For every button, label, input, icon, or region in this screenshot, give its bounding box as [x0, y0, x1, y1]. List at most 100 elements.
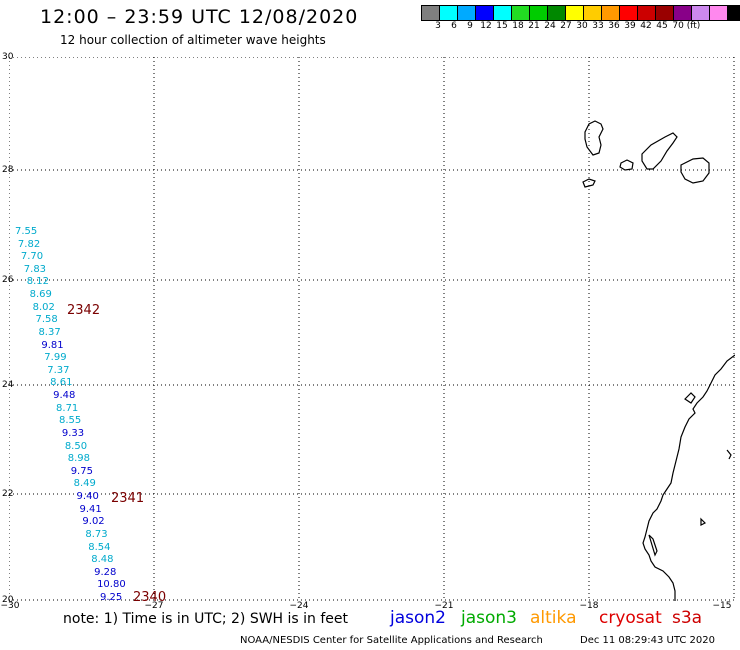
scale-label: 18 [512, 21, 524, 31]
satellite-legend-jason3: jason3 [461, 608, 517, 628]
grid-lines [9, 57, 735, 601]
scale-label: 27 [560, 21, 572, 31]
scale-label: 42 [640, 21, 652, 31]
scale-swatch [601, 5, 620, 21]
scale-swatch [547, 5, 566, 21]
scale-label: 30 [576, 21, 588, 31]
scale-label: 9 [467, 21, 473, 31]
scale-swatch [691, 5, 710, 21]
color-scale [421, 5, 740, 21]
scale-swatch [457, 5, 476, 21]
wave-height-label: 8.55 [58, 415, 82, 427]
x-axis-label: −15 [712, 601, 732, 611]
wave-height-label: 7.58 [35, 314, 58, 326]
wave-height-label: 8.71 [56, 402, 79, 414]
wave-height-label: 9.28 [94, 566, 117, 578]
wave-height-label: 7.82 [17, 238, 41, 250]
map-plot-area [9, 57, 735, 601]
wave-height-label: 8.73 [85, 528, 108, 540]
satellite-legend-cryosat: cryosat [599, 608, 662, 628]
wave-height-label: 9.75 [70, 465, 93, 477]
y-axis-label: 30 [2, 52, 14, 62]
scale-swatch [619, 5, 638, 21]
island-gran-canaria [680, 157, 710, 184]
wave-height-label: 7.99 [44, 352, 67, 364]
satellite-legend-s3a: s3a [672, 608, 703, 628]
wave-height-label: 8.48 [91, 554, 114, 566]
wave-height-label: 7.83 [23, 263, 47, 275]
island-tenerife [641, 132, 678, 170]
wave-height-label: 10.80 [97, 579, 126, 591]
map-subtitle: 12 hour collection of altimeter wave hei… [60, 33, 326, 47]
island-la-gomera [619, 159, 634, 171]
scale-swatch [583, 5, 602, 21]
coastline [582, 120, 735, 601]
scale-label: 15 [496, 21, 508, 31]
scale-label: 33 [592, 21, 604, 31]
scale-swatch [475, 5, 494, 21]
pass-time-label: 2340 [133, 590, 167, 605]
satellite-legend-jason2: jason2 [390, 608, 446, 628]
scale-label: 70 (ft) [672, 21, 701, 31]
scale-swatch [565, 5, 584, 21]
island-la-palma [584, 120, 604, 156]
wave-height-label: 9.81 [41, 339, 64, 351]
scale-label: 36 [608, 21, 620, 31]
wave-height-label: 9.48 [53, 390, 76, 402]
pass-time-label: 2342 [67, 303, 101, 318]
footer-note: note: 1) Time is in UTC; 2) SWH is in fe… [63, 611, 349, 627]
scale-swatch [529, 5, 548, 21]
wave-height-label: 8.12 [26, 276, 49, 288]
wave-height-label: 9.02 [82, 516, 105, 528]
wave-height-label: 7.70 [20, 251, 44, 263]
scale-label: 6 [451, 21, 457, 31]
wave-height-label: 8.69 [29, 289, 52, 301]
x-axis-label: −30 [0, 601, 20, 611]
y-axis-label: 26 [2, 275, 14, 285]
coast-spit [648, 534, 658, 557]
wave-height-label: 9.40 [76, 491, 99, 503]
scale-swatch [655, 5, 674, 21]
wave-height-label: 7.37 [47, 364, 70, 376]
island-el-hierro [582, 178, 596, 188]
coast-feature [726, 449, 732, 460]
map-svg [9, 57, 735, 601]
scale-swatch [421, 5, 440, 21]
coast-africa [642, 354, 735, 601]
wave-height-label: 8.02 [32, 301, 55, 313]
satellite-legend-altika: altika [530, 608, 577, 628]
scale-label: 39 [624, 21, 636, 31]
x-axis-label: −18 [579, 601, 599, 611]
x-axis-label: −21 [434, 601, 454, 611]
wave-height-label: 8.50 [64, 440, 88, 452]
scale-label: 24 [544, 21, 556, 31]
wave-height-label: 8.54 [88, 541, 111, 553]
map-title: 12:00 – 23:59 UTC 12/08/2020 [40, 6, 359, 28]
wave-height-label: 9.33 [61, 427, 85, 439]
coast-feature-2 [700, 517, 707, 526]
wave-height-label: 8.37 [38, 326, 61, 338]
scale-swatch [673, 5, 692, 21]
x-axis-label: −27 [144, 601, 164, 611]
scale-label: 3 [435, 21, 441, 31]
scale-swatch [493, 5, 512, 21]
wave-height-label: 9.41 [79, 503, 102, 515]
credit-line: NOAA/NESDIS Center for Satellite Applica… [240, 635, 543, 646]
x-axis-label: −24 [289, 601, 309, 611]
scale-label: 45 [656, 21, 668, 31]
scale-swatch [709, 5, 728, 21]
timestamp: Dec 11 08:29:43 UTC 2020 [580, 635, 715, 646]
wave-height-label: 8.49 [73, 478, 96, 490]
pass-time-label: 2341 [111, 491, 145, 506]
wave-height-label: 7.55 [15, 226, 38, 237]
scale-label: 12 [480, 21, 492, 31]
y-axis-label: 28 [2, 165, 14, 175]
wave-height-label: 8.61 [50, 377, 73, 389]
y-axis-label: 20 [2, 595, 14, 605]
coast-inlet [684, 392, 696, 404]
scale-swatch [439, 5, 458, 21]
scale-swatch [637, 5, 656, 21]
scale-swatch [727, 5, 740, 21]
scale-swatch [511, 5, 530, 21]
wave-height-label: 9.25 [100, 592, 123, 603]
